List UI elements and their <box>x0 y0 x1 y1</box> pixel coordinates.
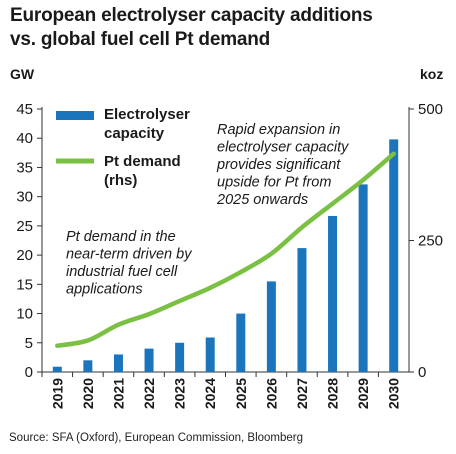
bar-electrolyser-capacity <box>389 139 399 372</box>
x-tick-label: 2022 <box>141 378 157 409</box>
bar-electrolyser-capacity <box>205 337 215 372</box>
annotation-rapid-expansion: provides significant <box>216 157 341 173</box>
annotation-near-term: near-term driven by <box>66 247 192 263</box>
annotation-rapid-expansion: electrolyser capacity <box>217 140 349 156</box>
y-left-tick-label: 30 <box>16 189 33 206</box>
bar-electrolyser-capacity <box>266 281 276 372</box>
annotation-near-term: industrial fuel cell <box>66 264 178 280</box>
y-left-tick-label: 25 <box>16 218 33 235</box>
annotation-rapid-expansion: 2025 onwards <box>216 192 308 208</box>
legend-label-pt-demand: Pt demand <box>104 153 181 170</box>
x-tick-label: 2029 <box>355 378 371 409</box>
pt-demand-line <box>55 151 396 348</box>
y-left-tick-label: 20 <box>16 247 33 264</box>
x-tick-label: 2027 <box>294 378 310 409</box>
annotation-rapid-expansion: Rapid expansion in <box>217 122 340 138</box>
x-tick-label: 2025 <box>233 378 249 409</box>
legend-label-electrolyser: Electrolyser <box>104 106 190 123</box>
bar-electrolyser-capacity <box>144 348 154 372</box>
y-right-tick-label: 0 <box>418 364 426 381</box>
y-right-tick-label: 500 <box>418 101 443 118</box>
y-left-tick-label: 40 <box>16 130 33 147</box>
y-left-tick-label: 0 <box>25 364 33 381</box>
x-tick-label: 2024 <box>202 378 218 409</box>
annotation-rapid-expansion: upside for Pt from <box>217 175 331 191</box>
x-tick-label: 2026 <box>263 378 279 409</box>
x-tick-label: 2020 <box>80 378 96 409</box>
bar-electrolyser-capacity <box>297 248 307 372</box>
chart-title-line-2: vs. global fuel cell Pt demand <box>10 29 271 50</box>
legend-label-pt-demand: (rhs) <box>104 172 137 189</box>
source-note: Source: SFA (Oxford), European Commissio… <box>9 432 304 444</box>
x-tick-label: 2030 <box>386 378 402 409</box>
x-tick-label: 2028 <box>325 378 341 409</box>
left-axis-unit: GW <box>10 66 35 82</box>
bar-electrolyser-capacity <box>52 366 62 372</box>
annotation-near-term: applications <box>66 282 143 298</box>
bar-electrolyser-capacity <box>113 354 123 372</box>
bar-electrolyser-capacity <box>328 215 338 372</box>
y-left-tick-label: 45 <box>16 101 33 118</box>
chart-title-line-1: European electrolyser capacity additions <box>10 5 373 26</box>
x-tick-label: 2023 <box>172 378 188 409</box>
y-right-tick-label: 250 <box>418 233 443 250</box>
y-left-tick-label: 5 <box>25 335 33 352</box>
legend-label-electrolyser: capacity <box>104 125 165 142</box>
bar-electrolyser-capacity <box>175 342 185 372</box>
x-tick-label: 2019 <box>49 378 65 409</box>
chart-title: European electrolyser capacity additions… <box>10 4 450 52</box>
y-left-tick-label: 35 <box>16 159 33 176</box>
bar-electrolyser-capacity <box>83 360 93 372</box>
x-tick-label: 2021 <box>110 378 126 409</box>
bar-electrolyser-capacity <box>236 313 246 372</box>
y-left-tick-label: 10 <box>16 306 33 323</box>
legend-swatch-electrolyser <box>56 111 94 120</box>
y-left-tick-label: 15 <box>16 276 33 293</box>
right-axis-unit: koz <box>420 66 443 82</box>
annotation-near-term: Pt demand in the <box>66 229 176 245</box>
bar-electrolyser-capacity <box>358 184 368 372</box>
